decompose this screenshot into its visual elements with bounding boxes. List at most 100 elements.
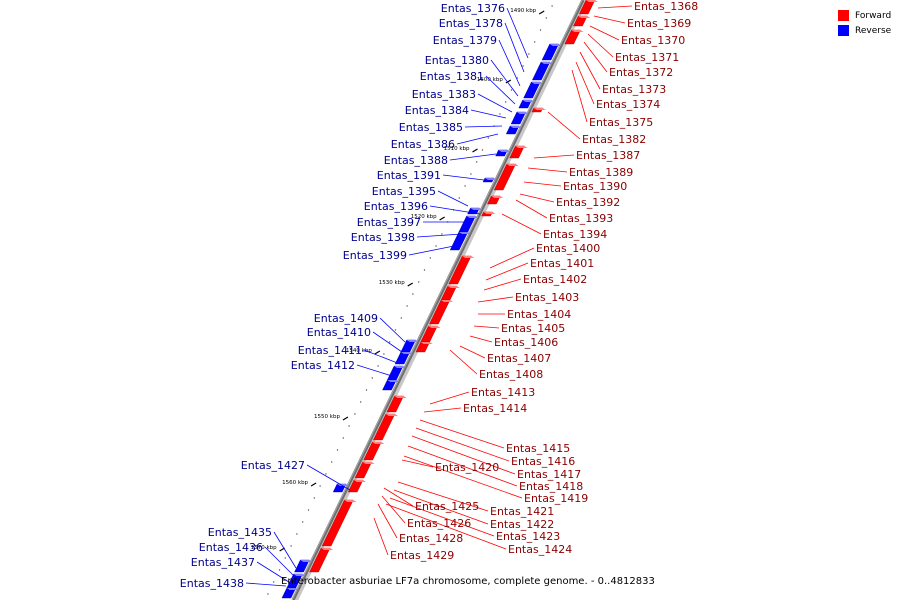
leader-entas-1398 <box>416 233 463 238</box>
minor-dot <box>290 545 292 547</box>
gene-label-entas-1435: Entas_1435 <box>208 526 272 539</box>
leader-entas-1387 <box>533 154 575 159</box>
minor-dot <box>476 161 478 163</box>
gene-label-entas-1406: Entas_1406 <box>494 336 558 349</box>
gene-label-entas-1425: Entas_1425 <box>415 500 479 513</box>
leader-entas-1389 <box>527 167 568 173</box>
leader-entas-1381 <box>485 75 516 105</box>
reverse-feature-11 <box>449 231 471 251</box>
leader-entas-1429 <box>373 517 389 556</box>
leader-entas-1438 <box>245 582 287 587</box>
leader-entas-1401 <box>485 262 529 281</box>
forward-feature-20 <box>309 547 334 573</box>
minor-dot <box>296 533 298 535</box>
label-leader-lines <box>245 5 633 587</box>
leader-entas-1383 <box>477 93 513 113</box>
gene-label-entas-1373: Entas_1373 <box>602 83 666 96</box>
minor-dot <box>302 521 304 523</box>
tick-label-1530-kbp: 1530 kbp <box>379 280 405 286</box>
forward-feature-15 <box>373 413 398 441</box>
minor-dot <box>354 413 356 415</box>
leader-entas-1428 <box>377 503 398 539</box>
leader-entas-1380 <box>490 59 519 97</box>
gene-label-entas-1410: Entas_1410 <box>307 326 371 339</box>
leader-entas-1395 <box>437 190 469 207</box>
forward-feature-16 <box>363 441 385 461</box>
minor-dot <box>360 401 362 403</box>
leader-entas-1406 <box>469 335 493 343</box>
leader-entas-1379 <box>498 39 521 87</box>
leader-entas-1369 <box>593 15 626 24</box>
gene-label-entas-1388: Entas_1388 <box>384 154 448 167</box>
gene-label-entas-1396: Entas_1396 <box>364 200 428 213</box>
reverse-feature-19 <box>281 587 299 599</box>
minor-dot <box>418 281 420 283</box>
gene-label-entas-1420: Entas_1420 <box>435 461 499 474</box>
leader-entas-1372 <box>583 41 608 73</box>
tick-label-1570-kbp: 1570 kbp <box>251 545 277 551</box>
leader-entas-1371 <box>587 33 614 58</box>
leader-entas-1420 <box>401 459 434 468</box>
gene-label-entas-1421: Entas_1421 <box>490 505 554 518</box>
forward-feature-4 <box>531 107 546 113</box>
gene-label-entas-1376: Entas_1376 <box>441 2 505 15</box>
forward-feature-3 <box>564 29 584 45</box>
leader-entas-1390 <box>523 181 562 187</box>
forward-feature-5 <box>509 145 528 159</box>
gene-labels: Entas_1376 Entas_1378 Entas_1379 Entas_1380… <box>180 0 698 590</box>
minor-dot <box>441 233 443 235</box>
minor-dot <box>400 317 402 319</box>
gene-label-entas-1375: Entas_1375 <box>589 116 653 129</box>
leader-entas-1394 <box>501 213 542 235</box>
minor-dot <box>435 245 437 247</box>
forward-swatch <box>838 10 849 21</box>
gene-label-entas-1408: Entas_1408 <box>479 368 543 381</box>
forward-feature-7 <box>487 195 504 205</box>
tick-label-1560-kbp: 1560 kbp <box>282 480 308 486</box>
minor-dot <box>365 389 368 391</box>
minor-dot <box>470 173 472 175</box>
gene-label-entas-1412: Entas_1412 <box>291 359 355 372</box>
minor-dot <box>516 77 518 79</box>
gene-label-entas-1400: Entas_1400 <box>536 242 600 255</box>
tick-label-1490-kbp: 1490 kbp <box>510 8 536 14</box>
forward-feature-18 <box>347 479 366 493</box>
strand-legend: Forward Reverse <box>838 8 891 38</box>
gene-label-entas-1423: Entas_1423 <box>496 530 560 543</box>
legend-reverse: Reverse <box>838 23 891 38</box>
leader-entas-1410 <box>372 331 403 353</box>
minor-dot <box>458 197 460 199</box>
forward-feature-2 <box>573 15 591 27</box>
gene-label-entas-1389: Entas_1389 <box>569 166 633 179</box>
gene-features <box>281 0 598 599</box>
gene-label-entas-1424: Entas_1424 <box>508 543 572 556</box>
minor-dot <box>371 377 373 379</box>
minor-dot <box>383 353 385 355</box>
leader-entas-1385 <box>464 125 503 128</box>
gene-label-entas-1393: Entas_1393 <box>549 212 613 225</box>
backbone-highlight <box>291 0 583 600</box>
legend-reverse-label: Reverse <box>855 25 892 36</box>
gene-label-entas-1414: Entas_1414 <box>463 402 527 415</box>
leader-entas-1405 <box>473 325 500 329</box>
minor-dot <box>389 341 391 343</box>
gene-label-entas-1390: Entas_1390 <box>563 180 627 193</box>
minor-dot <box>325 473 327 475</box>
minor-dot <box>377 365 379 367</box>
leader-entas-1417 <box>411 435 516 475</box>
gene-label-entas-1381: Entas_1381 <box>420 70 484 83</box>
forward-feature-14 <box>386 395 407 413</box>
leader-entas-1409 <box>379 317 406 343</box>
leader-entas-1382 <box>547 111 581 140</box>
gene-label-entas-1402: Entas_1402 <box>523 273 587 286</box>
gene-label-entas-1386: Entas_1386 <box>391 138 455 151</box>
leader-entas-1391 <box>442 174 485 181</box>
gene-label-entas-1387: Entas_1387 <box>576 149 640 162</box>
leader-entas-1436 <box>264 546 295 577</box>
gene-label-entas-1427: Entas_1427 <box>241 459 305 472</box>
genome-caption: Enterobacter asburiae LF7a chromosome, c… <box>281 576 655 587</box>
leader-entas-1399 <box>408 245 455 256</box>
gene-label-entas-1371: Entas_1371 <box>615 51 679 64</box>
leader-entas-1375 <box>571 69 588 123</box>
